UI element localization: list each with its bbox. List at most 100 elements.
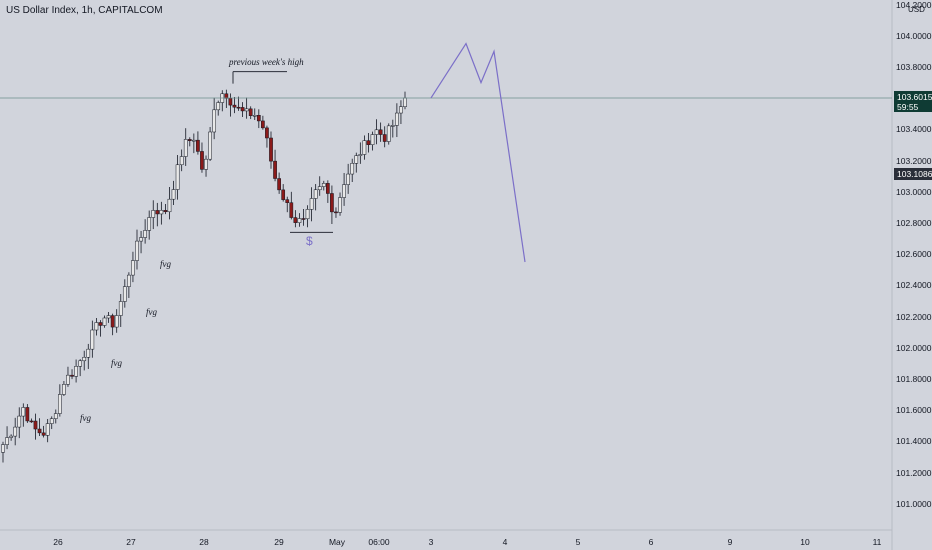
candle-body <box>86 348 91 358</box>
candle-body <box>5 437 9 445</box>
candle-body <box>102 317 107 326</box>
candle-body <box>151 210 156 218</box>
y-tick-label: 104.0000 <box>896 30 932 41</box>
candle-body <box>313 189 318 199</box>
candle-body <box>98 322 103 326</box>
candle-body <box>62 384 66 395</box>
fvg-label: fvg <box>111 358 122 368</box>
candle-body <box>378 129 383 135</box>
candle-body <box>403 97 407 107</box>
candle-body <box>33 420 38 430</box>
current-price-badge: 103.6015 59:55 <box>894 91 932 112</box>
candle-body <box>362 140 367 155</box>
candle-body <box>29 420 34 423</box>
x-tick-label: 3 <box>428 537 434 547</box>
y-tick-label: 102.8000 <box>896 218 932 228</box>
candle-body <box>317 186 322 191</box>
candle-body <box>183 139 188 157</box>
candle-body <box>127 274 131 287</box>
candle-body <box>122 286 127 302</box>
candle-body <box>53 413 58 419</box>
x-tick-label: 9 <box>727 537 733 547</box>
y-tick-label: 102.2000 <box>896 311 932 322</box>
candle-body <box>248 108 253 116</box>
candle-body <box>45 423 50 436</box>
y-tick-label: 101.8000 <box>896 374 932 384</box>
candle-body <box>37 428 42 434</box>
candle-body <box>321 183 326 187</box>
candle-body <box>139 237 143 242</box>
y-tick-label: 101.4000 <box>896 436 932 447</box>
candle-body <box>78 360 83 367</box>
candle-body <box>208 131 212 160</box>
candle-body <box>354 155 359 164</box>
y-tick-label: 104.2000 <box>896 0 932 10</box>
candle-body <box>17 415 22 428</box>
candle-body <box>256 115 261 122</box>
y-tick-label: 101.6000 <box>896 405 932 416</box>
candle-body <box>301 218 306 220</box>
candle-body <box>228 98 233 106</box>
candle-body <box>114 315 119 328</box>
candle-body <box>212 109 217 133</box>
y-tick-label: 103.2000 <box>896 155 932 166</box>
candle-body <box>74 366 78 377</box>
candle-body <box>159 210 164 215</box>
candle-body <box>13 426 18 437</box>
candle-body <box>175 164 180 190</box>
candle-body <box>370 134 375 145</box>
x-tick-label: 10 <box>800 537 810 547</box>
x-tick-label: May <box>328 537 346 547</box>
candle-body <box>342 184 346 198</box>
candle-body <box>382 134 387 142</box>
candle-body <box>325 183 330 194</box>
candle-body <box>261 120 265 129</box>
fvg-label: fvg <box>160 259 171 269</box>
x-tick-label: 06:00 <box>368 537 390 547</box>
candle-body <box>334 211 338 214</box>
candle-body <box>118 301 123 316</box>
liquidity-dollar-marker: $ <box>306 234 313 248</box>
projection-path <box>430 42 526 263</box>
candle-body <box>346 173 351 185</box>
candle-body <box>21 407 26 417</box>
candle-body <box>265 127 269 139</box>
previous-week-high-label: previous week's high <box>229 57 304 67</box>
candle-body <box>41 432 46 436</box>
candle-body <box>386 125 391 142</box>
candle-body <box>187 139 192 142</box>
candle-body <box>338 197 342 213</box>
current-price-value: 103.6015 <box>897 92 932 102</box>
candle-body <box>66 374 70 385</box>
candle-body <box>82 356 87 362</box>
candle-body <box>297 218 302 223</box>
candle-body <box>90 329 95 350</box>
candle-body <box>236 106 241 109</box>
candle-body <box>273 160 277 179</box>
y-tick-label: 102.6000 <box>896 249 932 260</box>
x-tick-label: 26 <box>53 537 63 547</box>
currency-label: USD <box>908 5 925 14</box>
candle-body <box>309 198 314 210</box>
candle-body <box>9 435 13 438</box>
y-tick-label: 102.0000 <box>896 342 932 353</box>
fvg-label: fvg <box>80 413 91 423</box>
candle-body <box>179 156 184 166</box>
candle-body <box>395 112 399 126</box>
candle-body <box>106 315 111 319</box>
candle-body <box>131 260 135 276</box>
candle-body <box>277 178 281 191</box>
last-price-value: 103.1086 <box>897 169 932 179</box>
candle-body <box>232 104 237 108</box>
candle-body <box>147 217 152 231</box>
candle-body <box>350 163 355 175</box>
x-tick-label: 29 <box>274 537 284 547</box>
candle-body <box>244 108 249 112</box>
x-tick-label: 5 <box>575 537 581 547</box>
last-price-badge: 103.1086 <box>894 168 932 180</box>
candle-body <box>204 158 208 170</box>
y-tick-label: 103.8000 <box>896 62 932 72</box>
y-tick-label: 101.2000 <box>896 467 932 478</box>
y-tick-label: 101.0000 <box>896 498 932 509</box>
